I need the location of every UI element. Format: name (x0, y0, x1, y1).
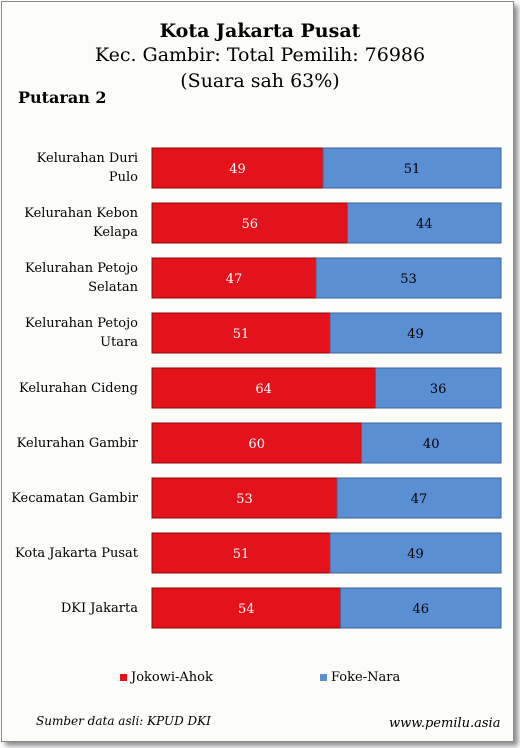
bar-jokowi-ahok (151, 532, 331, 574)
bar-foke-nara (374, 367, 502, 409)
bar-foke-nara (346, 202, 502, 244)
bar-jokowi-ahok (151, 477, 338, 519)
bar-foke-nara (315, 257, 502, 299)
bar-jokowi-ahok (151, 312, 331, 354)
data-label: 53 (400, 272, 417, 287)
source-note: Sumber data asli: KPUD DKI (36, 714, 211, 728)
data-label: 49 (407, 547, 424, 562)
website-label: www.pemilu.asia (389, 716, 501, 731)
data-label: 53 (236, 492, 253, 507)
legend-item-jokowi-ahok: Jokowi-Ahok (120, 670, 213, 685)
data-label: 56 (241, 217, 258, 232)
data-label: 60 (248, 437, 265, 452)
chart-subtitle-valid: (Suara sah 63%) (180, 70, 340, 92)
legend-label: Foke-Nara (331, 670, 401, 685)
data-label: 49 (407, 327, 424, 342)
category-label: Kelurahan Petojo Selatan (25, 261, 138, 295)
bar-jokowi-ahok (151, 257, 317, 299)
data-label: 40 (423, 437, 440, 452)
bar-foke-nara (329, 532, 502, 574)
chart-title: Kota Jakarta Pusat (159, 20, 361, 42)
bar-jokowi-ahok (151, 422, 362, 464)
category-label: Kelurahan Cideng (19, 380, 138, 396)
data-label: 47 (226, 272, 243, 287)
data-label: 44 (416, 217, 433, 232)
category-label: Kota Jakarta Pusat (15, 545, 138, 561)
data-label: 47 (411, 492, 428, 507)
legend-swatch-blue (320, 674, 327, 681)
bar-jokowi-ahok (151, 367, 376, 409)
data-label: 51 (233, 327, 250, 342)
bar-jokowi-ahok (151, 587, 341, 629)
bar-foke-nara (339, 587, 502, 629)
bar-foke-nara (336, 477, 502, 519)
legend-swatch-red (120, 674, 127, 681)
data-label: 54 (238, 602, 255, 617)
chart-subtitle-total: Kec. Gambir: Total Pemilih: 76986 (94, 44, 426, 66)
category-label: Kecamatan Gambir (11, 490, 138, 506)
data-label: 36 (430, 382, 447, 397)
bar-foke-nara (329, 312, 502, 354)
category-label: Kelurahan Kebon Kelapa (24, 206, 138, 240)
category-label: Kelurahan Petojo Utara (25, 316, 138, 350)
bar-foke-nara (322, 147, 502, 189)
data-label: 64 (255, 382, 272, 397)
bar-foke-nara (360, 422, 502, 464)
round-label: Putaran 2 (18, 88, 107, 107)
category-label: DKI Jakarta (60, 600, 138, 616)
data-label: 46 (412, 602, 429, 617)
data-label: 51 (404, 162, 421, 177)
legend-label: Jokowi-Ahok (131, 670, 213, 685)
bar-jokowi-ahok (151, 147, 324, 189)
legend-item-foke-nara: Foke-Nara (320, 670, 400, 685)
category-label: Kelurahan Duri Pulo (36, 151, 138, 185)
data-label: 51 (233, 547, 250, 562)
data-label: 49 (229, 162, 246, 177)
category-label: Kelurahan Gambir (16, 435, 138, 451)
